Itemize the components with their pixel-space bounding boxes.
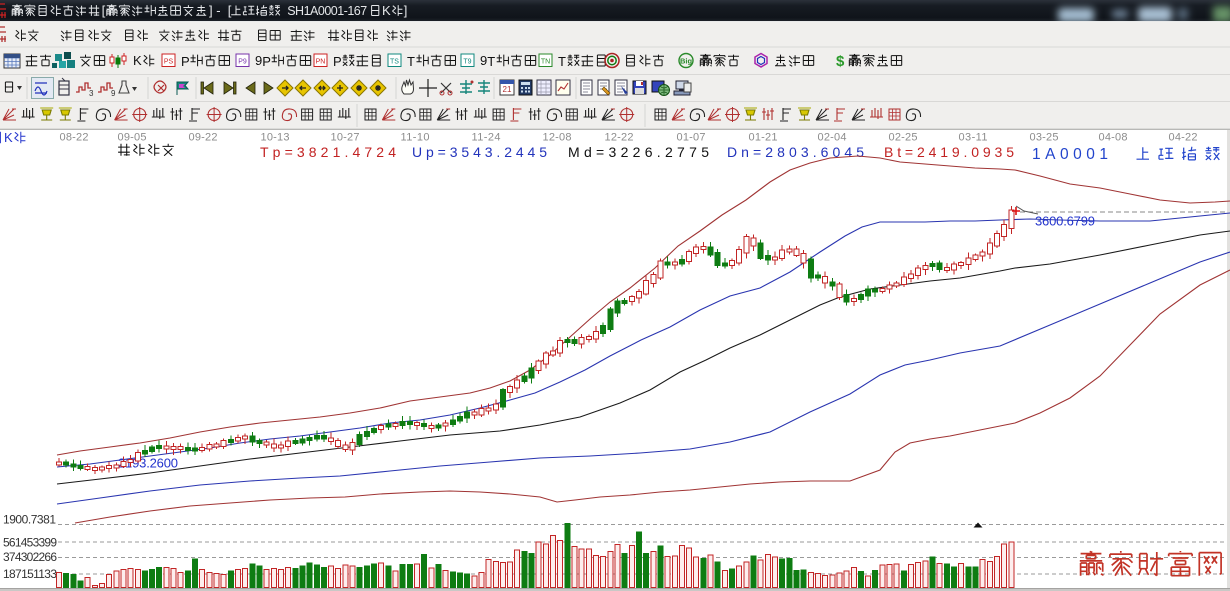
svg-text:T9: T9 <box>463 58 471 65</box>
svg-text:04-08: 04-08 <box>1099 132 1128 144</box>
svg-text:K: K <box>133 53 142 68</box>
svg-text:09-22: 09-22 <box>189 132 218 144</box>
svg-text:9: 9 <box>255 53 262 68</box>
svg-text:P: P <box>181 54 190 69</box>
svg-text:09-05: 09-05 <box>118 132 147 144</box>
svg-text:Up=3543.2445: Up=3543.2445 <box>412 144 547 160</box>
svg-text:12-22: 12-22 <box>605 132 634 144</box>
svg-text:]: ] <box>404 3 408 18</box>
svg-text:374302266: 374302266 <box>3 550 57 564</box>
svg-text:P: P <box>262 54 271 69</box>
svg-text:P9: P9 <box>238 58 247 65</box>
svg-text:K: K <box>382 3 391 18</box>
svg-text:21: 21 <box>503 85 512 94</box>
svg-text:[: [ <box>102 3 106 18</box>
svg-text:T: T <box>487 54 495 69</box>
svg-text:08-22: 08-22 <box>60 132 89 144</box>
svg-text:Dn=2803.6045: Dn=2803.6045 <box>727 144 864 160</box>
svg-text:11-10: 11-10 <box>401 132 430 144</box>
svg-text:03-25: 03-25 <box>1030 132 1059 144</box>
svg-text:03-11: 03-11 <box>959 132 988 144</box>
svg-text:T: T <box>558 54 566 69</box>
svg-text:3: 3 <box>89 89 94 98</box>
svg-text:187151133: 187151133 <box>3 567 57 581</box>
svg-text:K: K <box>4 130 13 145</box>
svg-text:P: P <box>333 54 342 69</box>
svg-text:$: $ <box>836 53 845 70</box>
svg-text:01-21: 01-21 <box>749 132 778 144</box>
svg-text:TN: TN <box>541 58 550 65</box>
svg-text:] - [: ] - [ <box>209 3 232 18</box>
svg-text:561453399: 561453399 <box>3 536 57 550</box>
svg-text:10-13: 10-13 <box>261 132 290 144</box>
svg-text:Tp=3821.4724: Tp=3821.4724 <box>260 144 396 160</box>
svg-text:SH1A0001-167: SH1A0001-167 <box>287 4 367 18</box>
svg-text:11-24: 11-24 <box>472 132 501 144</box>
svg-text:1900.7381: 1900.7381 <box>3 513 56 527</box>
svg-text:T: T <box>407 54 415 69</box>
svg-text:02-25: 02-25 <box>889 132 918 144</box>
svg-text:10-27: 10-27 <box>331 132 360 144</box>
svg-text:TS: TS <box>390 58 399 65</box>
svg-text:2193.2600: 2193.2600 <box>118 456 178 471</box>
svg-text:9: 9 <box>111 89 116 98</box>
svg-text:PS: PS <box>164 58 174 65</box>
svg-text:Big: Big <box>680 57 693 66</box>
svg-text:12-08: 12-08 <box>543 132 572 144</box>
svg-text:9: 9 <box>480 53 487 68</box>
svg-text:PN: PN <box>316 58 326 65</box>
svg-text:02-04: 02-04 <box>818 132 847 144</box>
svg-text:04-22: 04-22 <box>1169 132 1198 144</box>
svg-text:3600.6799: 3600.6799 <box>1035 214 1095 229</box>
svg-text:01-07: 01-07 <box>677 132 706 144</box>
